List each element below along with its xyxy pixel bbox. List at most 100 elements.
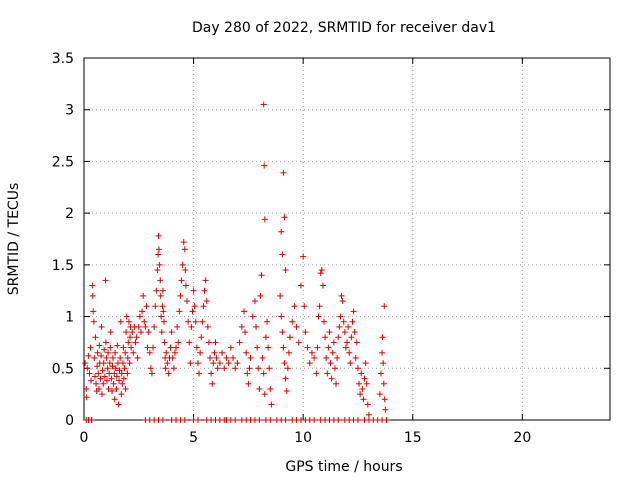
- data-point: [197, 349, 204, 356]
- data-point: [105, 385, 112, 392]
- data-point: [133, 334, 140, 341]
- data-point: [207, 354, 214, 361]
- data-point: [113, 385, 120, 392]
- data-point: [346, 349, 353, 356]
- data-point: [377, 370, 384, 377]
- data-point: [114, 342, 121, 349]
- data-point: [86, 370, 93, 377]
- data-point: [278, 313, 285, 320]
- data-point: [287, 334, 294, 341]
- data-point: [194, 360, 201, 367]
- data-point: [289, 318, 296, 325]
- data-point: [99, 367, 106, 374]
- data-point: [376, 391, 383, 398]
- data-point: [135, 323, 142, 330]
- data-points: [82, 101, 390, 423]
- data-point: [340, 318, 347, 325]
- data-point: [285, 349, 292, 356]
- data-point: [364, 401, 371, 408]
- data-point: [90, 318, 97, 325]
- data-point: [98, 323, 105, 330]
- data-point: [317, 270, 324, 277]
- data-point: [141, 318, 148, 325]
- data-point: [137, 329, 144, 336]
- data-point: [120, 375, 127, 382]
- data-point: [82, 360, 89, 367]
- data-point: [123, 313, 130, 320]
- data-point: [94, 349, 101, 356]
- data-point: [192, 318, 199, 325]
- x-axis-label: GPS time / hours: [285, 459, 402, 475]
- data-point: [119, 380, 126, 387]
- data-point: [201, 287, 208, 294]
- data-point: [304, 344, 311, 351]
- data-point: [380, 360, 387, 367]
- data-point: [232, 365, 239, 372]
- data-point: [266, 365, 273, 372]
- data-point: [127, 334, 134, 341]
- data-point: [230, 354, 237, 361]
- data-point: [171, 349, 178, 356]
- data-point: [96, 342, 103, 349]
- data-point: [354, 417, 361, 423]
- data-point: [244, 370, 251, 377]
- data-point: [169, 354, 176, 361]
- data-point: [161, 339, 168, 346]
- data-point: [122, 349, 129, 356]
- data-point: [381, 303, 388, 310]
- data-point: [242, 329, 249, 336]
- data-point: [128, 344, 135, 351]
- data-point: [121, 365, 128, 372]
- data-point: [179, 261, 186, 268]
- data-point: [284, 365, 291, 372]
- data-point: [187, 360, 194, 367]
- data-point: [280, 169, 287, 176]
- data-point: [216, 360, 223, 367]
- data-point: [159, 303, 166, 310]
- data-point: [120, 360, 127, 367]
- data-point: [211, 349, 218, 356]
- data-point: [118, 391, 125, 398]
- y-tick-label: 0: [65, 413, 74, 429]
- data-point: [330, 339, 337, 346]
- data-point: [160, 318, 167, 325]
- data-point: [129, 329, 136, 336]
- data-point: [344, 339, 350, 346]
- data-point: [267, 417, 274, 423]
- data-point: [168, 329, 175, 336]
- data-point: [146, 349, 153, 356]
- data-point: [182, 267, 189, 274]
- data-point: [122, 385, 129, 392]
- data-point: [213, 354, 220, 361]
- data-point: [234, 360, 241, 367]
- y-axis: 0 0.5 1 1.5 2 2.5 3 3.5: [52, 51, 610, 429]
- data-point: [191, 303, 198, 310]
- data-point: [331, 365, 338, 372]
- data-point: [114, 360, 121, 367]
- data-point: [88, 377, 95, 384]
- data-point: [279, 251, 286, 258]
- data-point: [198, 334, 205, 341]
- data-point: [111, 370, 118, 377]
- data-point: [104, 365, 111, 372]
- data-point: [155, 246, 162, 253]
- data-point: [379, 334, 386, 341]
- data-point: [295, 339, 302, 346]
- data-point: [116, 377, 123, 384]
- data-point: [112, 349, 119, 356]
- data-point: [236, 339, 243, 346]
- data-point: [91, 354, 98, 361]
- data-point: [173, 344, 180, 351]
- data-point: [101, 346, 108, 353]
- x-tick-label: 5: [189, 430, 198, 446]
- chart-title: Day 280 of 2022, SRMTID for receiver dav…: [192, 20, 496, 36]
- data-point: [100, 360, 107, 367]
- data-point: [227, 344, 234, 351]
- data-point: [306, 360, 313, 367]
- data-point: [318, 267, 325, 274]
- data-point: [147, 365, 154, 372]
- data-point: [190, 287, 197, 294]
- data-point: [180, 239, 187, 246]
- data-point: [326, 329, 333, 336]
- data-point: [359, 385, 366, 392]
